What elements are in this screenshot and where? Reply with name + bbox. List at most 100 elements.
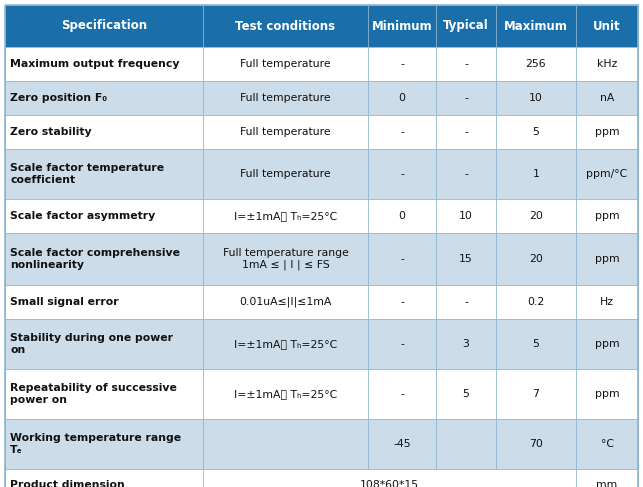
Bar: [496, 199, 576, 233]
Text: -: -: [400, 169, 404, 179]
Bar: [368, 5, 436, 47]
Bar: [576, 419, 638, 469]
Bar: [576, 5, 638, 47]
Bar: [576, 199, 638, 233]
Bar: [576, 149, 638, 199]
Text: -: -: [464, 93, 468, 103]
Bar: [576, 233, 638, 285]
Text: I=±1mA， Tₕ=25°C: I=±1mA， Tₕ=25°C: [234, 389, 337, 399]
Bar: [368, 199, 436, 233]
Bar: [576, 319, 638, 369]
Bar: [436, 81, 496, 115]
Bar: [203, 233, 368, 285]
Text: 5: 5: [462, 389, 469, 399]
Text: ppm: ppm: [595, 127, 619, 137]
Text: I=±1mA， Tₕ=25°C: I=±1mA， Tₕ=25°C: [234, 339, 337, 349]
Text: 0.01uA≤|I|≤1mA: 0.01uA≤|I|≤1mA: [239, 297, 332, 307]
Bar: [5, 149, 203, 199]
Text: I=±1mA， Tₕ=25°C: I=±1mA， Tₕ=25°C: [234, 211, 337, 221]
Bar: [496, 81, 576, 115]
Bar: [203, 199, 368, 233]
Text: Full temperature: Full temperature: [240, 127, 331, 137]
Text: -: -: [464, 297, 468, 307]
Bar: [496, 419, 576, 469]
Bar: [368, 233, 436, 285]
Bar: [436, 369, 496, 419]
Text: Full temperature: Full temperature: [240, 59, 331, 69]
Bar: [496, 319, 576, 369]
Bar: [203, 469, 576, 487]
Bar: [436, 199, 496, 233]
Bar: [576, 115, 638, 149]
Text: 20: 20: [529, 254, 543, 264]
Text: Typical: Typical: [443, 19, 489, 33]
Bar: [203, 149, 368, 199]
Bar: [436, 115, 496, 149]
Text: Scale factor temperature
coefficient: Scale factor temperature coefficient: [10, 163, 164, 185]
Text: Scale factor comprehensive
nonlinearity: Scale factor comprehensive nonlinearity: [10, 248, 180, 270]
Text: Maximum output frequency: Maximum output frequency: [10, 59, 179, 69]
Bar: [368, 319, 436, 369]
Text: °C: °C: [601, 439, 613, 449]
Bar: [496, 149, 576, 199]
Bar: [496, 47, 576, 81]
Text: 20: 20: [529, 211, 543, 221]
Bar: [576, 285, 638, 319]
Text: Full temperature: Full temperature: [240, 93, 331, 103]
Bar: [5, 199, 203, 233]
Bar: [203, 115, 368, 149]
Bar: [368, 285, 436, 319]
Bar: [5, 233, 203, 285]
Text: -: -: [400, 127, 404, 137]
Bar: [436, 419, 496, 469]
Bar: [496, 285, 576, 319]
Text: -: -: [464, 169, 468, 179]
Text: -: -: [400, 59, 404, 69]
Text: 15: 15: [459, 254, 473, 264]
Text: 5: 5: [532, 127, 539, 137]
Bar: [496, 115, 576, 149]
Bar: [368, 81, 436, 115]
Text: ppm: ppm: [595, 254, 619, 264]
Bar: [203, 5, 368, 47]
Bar: [576, 81, 638, 115]
Text: -: -: [400, 389, 404, 399]
Text: Full temperature range
1mA ≤ | I | ≤ FS: Full temperature range 1mA ≤ | I | ≤ FS: [222, 247, 349, 270]
Bar: [5, 5, 203, 47]
Text: Minimum: Minimum: [372, 19, 432, 33]
Text: 3: 3: [462, 339, 469, 349]
Bar: [5, 369, 203, 419]
Bar: [436, 319, 496, 369]
Bar: [368, 149, 436, 199]
Bar: [203, 319, 368, 369]
Bar: [576, 469, 638, 487]
Text: Hz: Hz: [600, 297, 614, 307]
Bar: [5, 115, 203, 149]
Text: Working temperature range
Tₑ: Working temperature range Tₑ: [10, 433, 181, 455]
Text: ppm: ppm: [595, 211, 619, 221]
Text: 1: 1: [532, 169, 539, 179]
Text: -45: -45: [393, 439, 411, 449]
Bar: [436, 47, 496, 81]
Bar: [436, 285, 496, 319]
Text: Unit: Unit: [593, 19, 620, 33]
Text: Small signal error: Small signal error: [10, 297, 119, 307]
Text: Full temperature: Full temperature: [240, 169, 331, 179]
Bar: [5, 81, 203, 115]
Bar: [368, 419, 436, 469]
Text: ppm: ppm: [595, 389, 619, 399]
Bar: [368, 115, 436, 149]
Text: 5: 5: [532, 339, 539, 349]
Text: 10: 10: [529, 93, 543, 103]
Text: 256: 256: [526, 59, 547, 69]
Text: Repeatability of successive
power on: Repeatability of successive power on: [10, 383, 177, 405]
Text: 0.2: 0.2: [527, 297, 545, 307]
Bar: [576, 47, 638, 81]
Text: nA: nA: [600, 93, 614, 103]
Text: -: -: [400, 254, 404, 264]
Bar: [496, 233, 576, 285]
Text: 0: 0: [399, 93, 406, 103]
Bar: [203, 81, 368, 115]
Bar: [368, 47, 436, 81]
Text: ppm/°C: ppm/°C: [586, 169, 628, 179]
